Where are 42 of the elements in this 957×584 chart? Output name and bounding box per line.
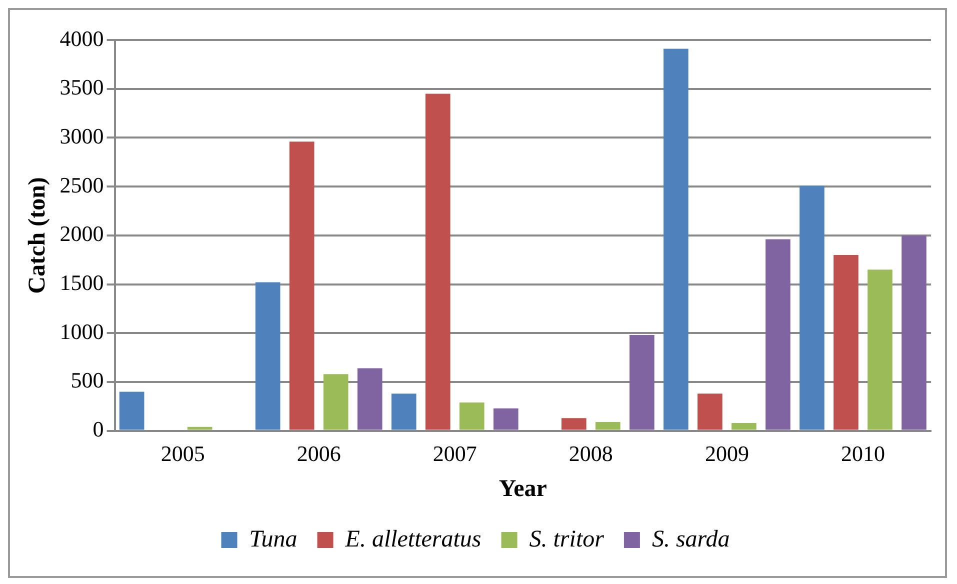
y-tick-label: 1500: [60, 270, 104, 296]
bar: [187, 426, 212, 430]
y-tick-label: 500: [70, 368, 104, 393]
bar: [425, 94, 450, 430]
bar: [868, 270, 892, 430]
legend-label: Tuna: [249, 526, 298, 552]
legend-label: E. alletteratus: [344, 526, 482, 552]
y-axis-title: Catch (ton): [24, 177, 51, 294]
bar: [119, 392, 144, 430]
y-tick-label: 3500: [60, 74, 104, 100]
bar: [630, 335, 654, 430]
bar: [493, 408, 518, 430]
x-tick-label: 2009: [704, 440, 749, 466]
x-tick-label: 2006: [296, 440, 341, 466]
y-tick-label: 2000: [60, 221, 104, 246]
bar: [323, 374, 348, 430]
x-tick-label: 2008: [568, 440, 613, 466]
bar: [357, 368, 382, 430]
y-tick-label: 2500: [60, 172, 104, 198]
x-tick-label: 2010: [840, 440, 885, 466]
legend-label: S. tritor: [529, 526, 605, 552]
y-tick-label: 3000: [60, 123, 104, 148]
bar: [800, 186, 824, 430]
y-tick-label: 0: [92, 416, 104, 442]
bar: [391, 394, 416, 430]
y-tick-label: 1000: [60, 318, 104, 344]
bar: [766, 239, 790, 430]
bar: [596, 422, 620, 430]
x-axis-title: Year: [498, 476, 548, 502]
bar: [289, 142, 314, 430]
bar: [255, 282, 280, 430]
bar: [459, 402, 484, 430]
bar: [732, 422, 756, 430]
bar: [698, 394, 722, 430]
bar: [902, 235, 926, 430]
x-tick-label: 2005: [160, 440, 205, 466]
y-tick-label: 4000: [60, 26, 104, 51]
bar: [834, 254, 858, 430]
bar: [664, 48, 688, 430]
legend-label: S. sarda: [652, 526, 730, 552]
x-tick-label: 2007: [432, 440, 477, 466]
bar: [562, 418, 586, 430]
